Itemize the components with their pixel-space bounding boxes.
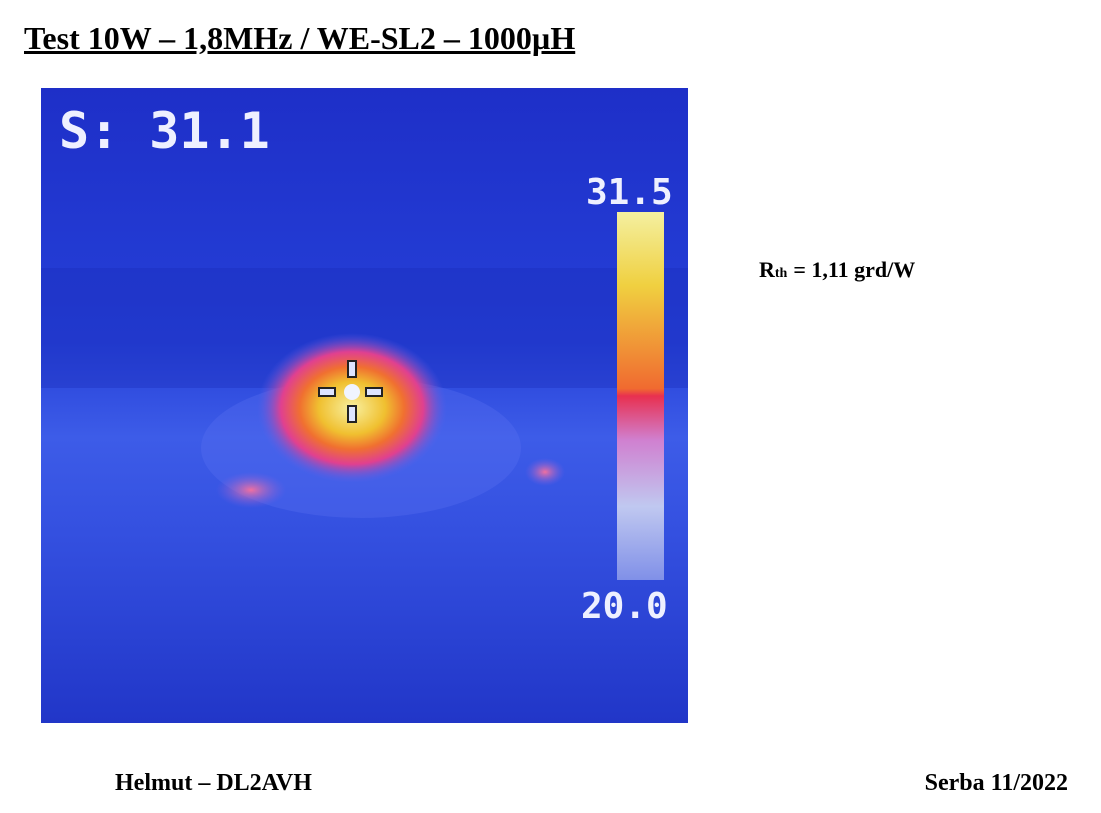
spot	[525, 458, 565, 486]
scale-min: 20.0	[581, 586, 668, 627]
note: Rth = 1,11 grd/W	[759, 257, 915, 283]
title: Test 10W – 1,8MHz / WE-SL2 – 1000µH	[24, 20, 576, 56]
crosshair	[318, 360, 383, 423]
scale-max: 31.5	[586, 172, 673, 213]
color-scale	[617, 212, 664, 580]
thermal-image: S: 31.1 31.5 20.0	[41, 88, 688, 723]
note-text: = 1,11 grd/W	[793, 257, 916, 282]
symbol: R	[759, 257, 775, 282]
spot	[216, 472, 286, 508]
footer-left: Helmut – DL2AVH	[115, 770, 312, 796]
footer-right: Serba 11/2022	[924, 770, 1068, 796]
spot-label: S: 31.1	[59, 102, 270, 160]
subscript: th	[774, 266, 788, 281]
